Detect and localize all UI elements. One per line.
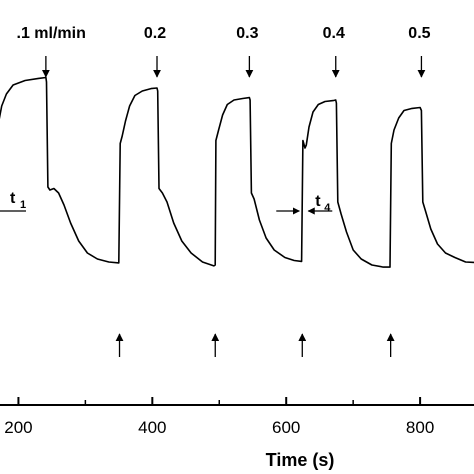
x-axis-label: Time (s) (266, 450, 335, 470)
t1-label: t (10, 190, 16, 207)
annotation-layer: .1 ml/min 0.2 0.3 0.4 0.5t 1 t 4 (0, 25, 431, 357)
flow-rate-label: .1 ml/min (17, 25, 86, 42)
t1-subscript: 1 (20, 199, 26, 211)
flow-rate-label: 0.2 (144, 25, 166, 42)
series-layer (0, 76, 474, 268)
x-tick-label: 400 (138, 418, 166, 437)
flow-rate-label: 0.5 (408, 25, 430, 42)
x-tick-label: 200 (4, 418, 32, 437)
flow-rate-label: 0.3 (236, 25, 258, 42)
x-tick-label: 800 (406, 418, 434, 437)
flow-rate-label: 0.4 (323, 25, 345, 42)
t4-subscript: 4 (324, 202, 331, 214)
series-line (0, 76, 474, 268)
x-axis-ticks: 200 400 600 800 (4, 397, 434, 437)
x-tick-label: 600 (272, 418, 300, 437)
t4-label: t (315, 193, 321, 210)
